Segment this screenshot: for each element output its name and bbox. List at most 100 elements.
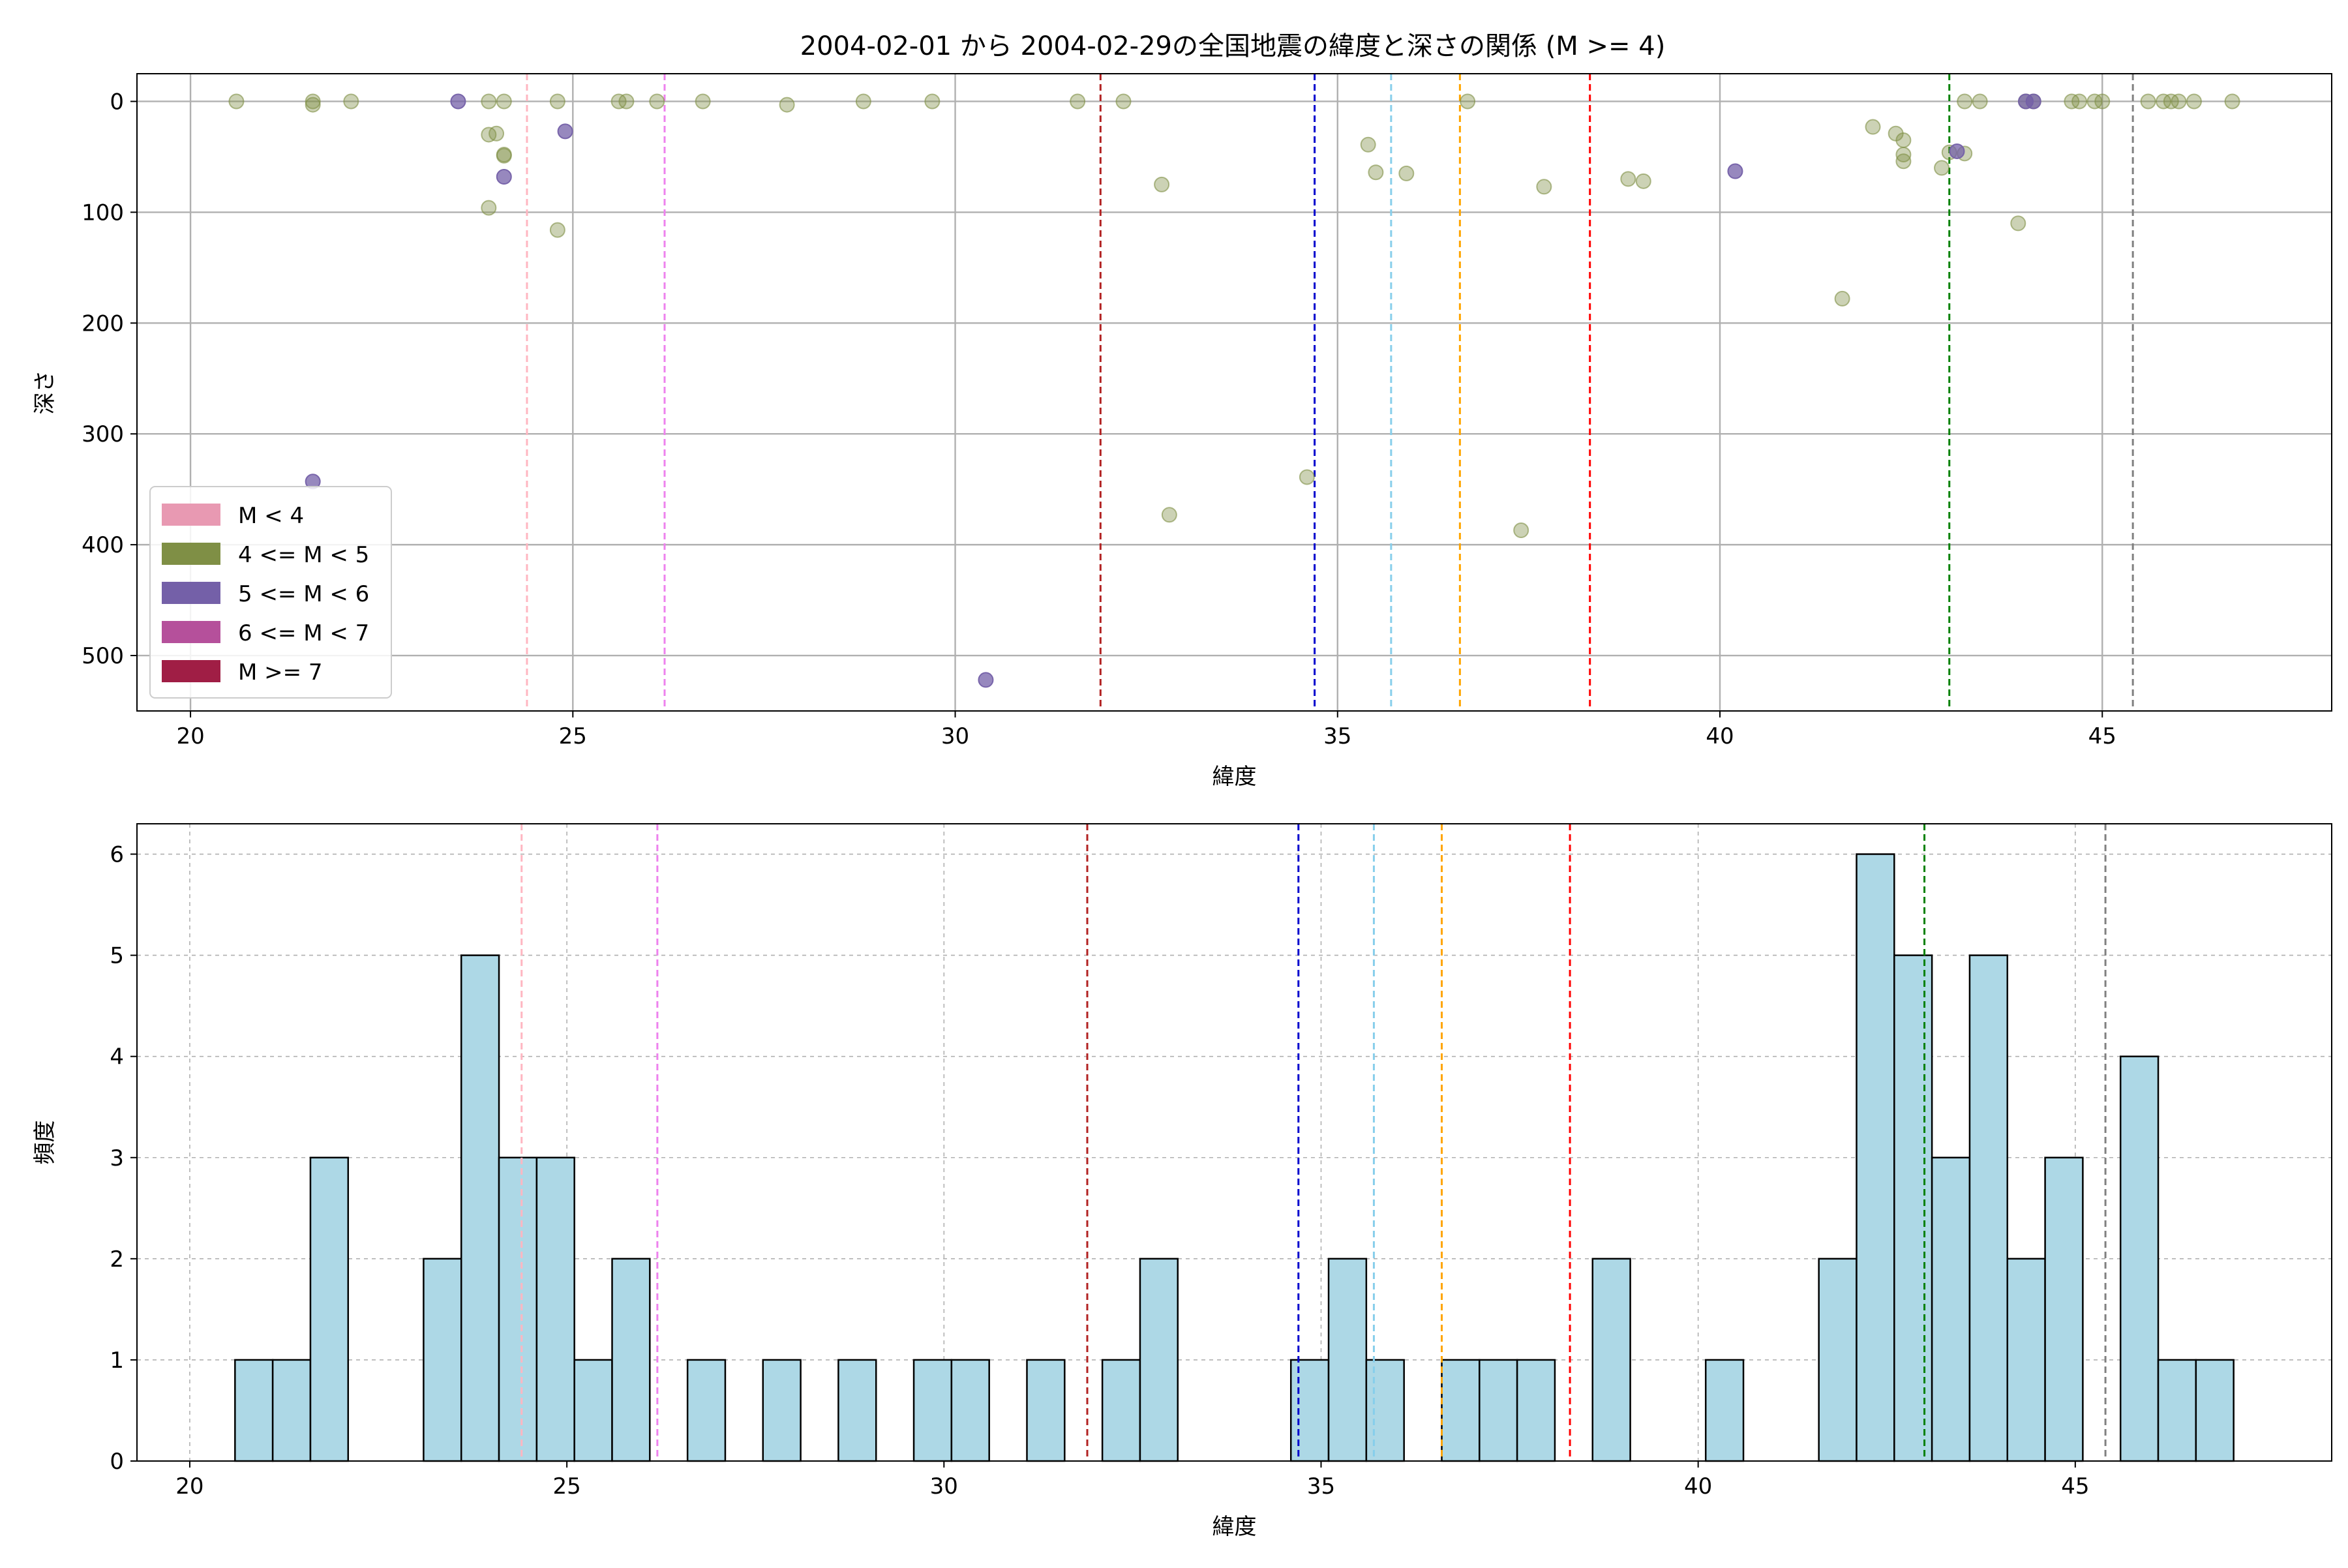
histogram-bar: [1893, 954, 1933, 1462]
scatter-point: [1161, 507, 1177, 523]
histogram-bar: [1441, 1359, 1481, 1462]
x-tick-label: 30: [930, 1473, 958, 1500]
legend-swatch: [162, 504, 220, 526]
scatter-point: [1972, 93, 1988, 110]
scatter-point: [2171, 93, 2187, 110]
y-tick-label: 2: [110, 1246, 124, 1273]
scatter-point: [1070, 93, 1086, 110]
histogram-bar: [1931, 1156, 1971, 1462]
histogram-bar: [234, 1359, 274, 1462]
scatter-point: [2025, 93, 2041, 110]
histogram-bar: [2157, 1359, 2197, 1462]
scatter-point: [1513, 522, 1529, 539]
scatter-point: [1727, 163, 1743, 179]
scatter-point: [557, 123, 573, 140]
histogram-bar: [912, 1359, 953, 1462]
histogram-bar: [423, 1258, 462, 1462]
y-tick-label: 6: [110, 842, 124, 868]
legend-label: 6 <= M < 7: [238, 620, 369, 646]
chart-title: 2004-02-01 から 2004-02-29の全国地震の緯度と深さの関係 (…: [800, 31, 1666, 61]
histogram-bar: [1479, 1359, 1518, 1462]
histogram-bar: [1704, 1359, 1745, 1462]
histogram-bar: [1289, 1359, 1330, 1462]
histogram-bar: [2119, 1055, 2160, 1462]
scatter-point: [1834, 290, 1850, 307]
scatter-point: [496, 169, 512, 185]
scatter-point: [695, 93, 711, 110]
scatter-point: [2071, 93, 2088, 110]
y-tick-label: 100: [82, 200, 124, 226]
scatter-point: [855, 93, 871, 110]
scatter-point: [1949, 143, 1965, 159]
x-tick-label: 30: [941, 723, 969, 749]
histogram-bar: [460, 954, 500, 1462]
histogram-bar: [1101, 1359, 1141, 1462]
histogram-bar: [950, 1359, 990, 1462]
scatter-point: [549, 222, 565, 238]
x-axis-label: 緯度: [1212, 1514, 1257, 1540]
scatter-point: [549, 93, 565, 110]
y-tick-label: 5: [110, 943, 124, 969]
scatter-point: [1299, 469, 1315, 485]
scatter-point: [343, 93, 359, 110]
histogram-bar: [1856, 853, 1895, 1462]
x-tick-label: 35: [1307, 1473, 1335, 1500]
histogram-bar: [535, 1156, 575, 1462]
legend-swatch: [162, 660, 220, 682]
legend-label: 5 <= M < 6: [238, 581, 369, 607]
scatter-point: [305, 97, 321, 113]
histogram-bar: [837, 1359, 877, 1462]
histogram-bar: [573, 1359, 613, 1462]
histogram-bar: [1968, 954, 2009, 1462]
x-tick-label: 20: [176, 723, 204, 749]
y-tick-label: 3: [110, 1145, 124, 1171]
scatter-point: [481, 93, 497, 110]
legend-box: [149, 486, 392, 699]
scatter-point: [1957, 93, 1973, 110]
y-tick-label: 1: [110, 1348, 124, 1374]
legend-swatch: [162, 543, 220, 565]
scatter-point: [1398, 165, 1415, 181]
histogram-bar: [1365, 1359, 1405, 1462]
scatter-point: [924, 93, 941, 110]
scatter-point: [496, 147, 512, 164]
histogram-bar: [309, 1156, 350, 1462]
x-axis-label: 緯度: [1212, 764, 1257, 790]
x-tick-label: 35: [1323, 723, 1351, 749]
histogram-bar: [498, 1156, 538, 1462]
scatter-point: [1865, 119, 1881, 135]
x-tick-label: 40: [1684, 1473, 1712, 1500]
x-tick-label: 25: [552, 1473, 580, 1500]
x-tick-label: 45: [2088, 723, 2116, 749]
legend-swatch: [162, 621, 220, 643]
histogram-bar: [271, 1359, 312, 1462]
scatter-point: [1460, 93, 1476, 110]
histogram-bar: [1818, 1258, 1858, 1462]
scatter-point: [481, 200, 497, 216]
scatter-point: [1368, 164, 1384, 181]
scatter-point: [618, 93, 635, 110]
histogram-bar: [1591, 1258, 1631, 1462]
y-tick-label: 500: [82, 643, 124, 669]
scatter-point: [1635, 173, 1651, 189]
legend-label: 4 <= M < 5: [238, 542, 369, 568]
histogram-bar: [1516, 1359, 1556, 1462]
scatter-point: [779, 97, 795, 113]
axes-frame: [136, 73, 2332, 712]
histogram-bar: [762, 1359, 802, 1462]
scatter-point: [1895, 153, 1912, 170]
histogram-bar: [2195, 1359, 2235, 1462]
axes-frame: [136, 823, 2332, 1462]
legend-label: M >= 7: [238, 659, 323, 686]
scatter-point: [2010, 215, 2026, 232]
scatter-point: [1895, 132, 1912, 148]
scatter-point: [1360, 136, 1376, 153]
histogram-bar: [2006, 1258, 2046, 1462]
histogram-bar: [686, 1359, 727, 1462]
scatter-panel: 20 25 30 35 40 45 0 100 200 300 400 500 緯度 深さ M < 4 4 <…: [32, 73, 2332, 790]
legend-label: M < 4: [238, 503, 304, 529]
scatter-point: [1536, 179, 1552, 195]
